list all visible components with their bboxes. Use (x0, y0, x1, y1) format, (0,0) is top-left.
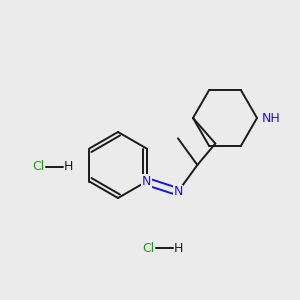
Text: N: N (142, 175, 151, 188)
Text: H: H (63, 160, 73, 173)
Text: Cl: Cl (142, 242, 154, 254)
Text: Cl: Cl (32, 160, 44, 173)
Text: N: N (173, 185, 183, 198)
Text: NH: NH (262, 112, 281, 124)
Text: N: N (142, 175, 151, 188)
Text: H: H (173, 242, 183, 254)
